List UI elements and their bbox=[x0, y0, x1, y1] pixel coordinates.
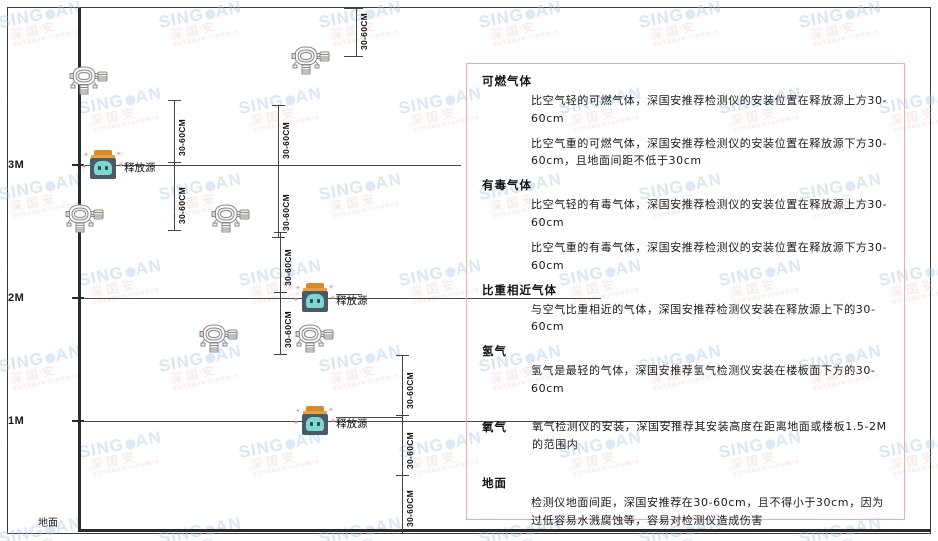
level-tick-2m bbox=[72, 297, 84, 299]
outer-frame bbox=[7, 7, 931, 534]
connector-tick bbox=[392, 417, 403, 418]
guideline-section: 比重相近气体与空气比重相近的气体，深国安推荐检测仪安装在释放源上下的30-60c… bbox=[479, 282, 892, 337]
release-source-label: 释放源 bbox=[336, 295, 368, 307]
release-source-icon: ✦ ✦ ✦ ✦ bbox=[293, 283, 336, 313]
dimension-label: 30-60CM bbox=[177, 118, 187, 156]
horizontal-axis-ground bbox=[78, 529, 931, 532]
gas-installation-guidelines-panel: 可燃气体比空气轻的可燃气体，深国安推荐检测仪的安装位置在释放源上方30-60cm… bbox=[466, 63, 905, 527]
guideline-section-title: 氢气 bbox=[482, 344, 507, 359]
dimension-label: 30-60CM bbox=[281, 193, 291, 231]
level-tick-3m bbox=[72, 164, 84, 166]
dimension-label: 30-60CM bbox=[405, 431, 415, 469]
release-source-label: 释放源 bbox=[336, 418, 368, 430]
guideline-section-title: 有毒气体 bbox=[482, 178, 532, 193]
guideline-text: 检测仪地面间距，深国安推荐在30-60cm，且不得小于30cm，因为过低容易水溅… bbox=[531, 496, 884, 528]
release-source-icon: ✦ ✦ ✦ ✦ bbox=[81, 150, 124, 180]
gas-detector-glyph bbox=[291, 46, 330, 75]
dimension-label: 30-60CM bbox=[405, 371, 415, 409]
gas-detector-icon bbox=[288, 42, 334, 78]
guideline-section: 氢气氢气是最轻的气体，深国安推荐氢气检测仪安装在楼板面下方的30-60cm bbox=[479, 343, 892, 398]
release-source-icon: ✦ ✦ ✦ ✦ bbox=[293, 406, 336, 436]
dimension-label: 30-60CM bbox=[359, 12, 369, 50]
dimension-label: 30-60CM bbox=[283, 248, 293, 286]
guideline-text: 氢气是最轻的气体，深国安推荐氢气检测仪安装在楼板面下方的30-60cm bbox=[531, 364, 876, 395]
gas-detector-glyph bbox=[199, 324, 238, 353]
level-label-1m: 1M bbox=[8, 415, 25, 427]
guideline-text: 氧气检测仪的安装，深国安推荐其安装高度在距离地面或楼板1.5-2M的范围内 bbox=[532, 419, 887, 451]
guideline-text: 比空气轻的可燃气体，深国安推荐检测仪的安装位置在释放源上方30-60cm bbox=[531, 94, 888, 125]
gas-detector-icon bbox=[292, 320, 338, 356]
guideline-section-title: 可燃气体 bbox=[482, 74, 532, 88]
dimension-label: 30-60CM bbox=[405, 489, 415, 527]
guideline-section-title: 氧气 bbox=[482, 419, 507, 434]
connector-line bbox=[336, 417, 398, 418]
guideline-text: 比空气重的可燃气体，深国安推荐检测仪的安装位置在释放源下方30-60cm，且地面… bbox=[531, 136, 888, 168]
connector-tick bbox=[344, 8, 355, 9]
dimension-label: 30-60CM bbox=[281, 121, 291, 159]
level-line-1m bbox=[81, 421, 681, 422]
guideline-section: 可燃气体比空气轻的可燃气体，深国安推荐检测仪的安装位置在释放源上方30-60cm… bbox=[479, 73, 892, 170]
guideline-section-title: 比重相近气体 bbox=[482, 282, 557, 297]
ground-label: 地面 bbox=[38, 518, 58, 529]
guideline-section: 有毒气体比空气轻的有毒气体，深国安推荐检测仪的安装位置在释放源上方30-60cm… bbox=[479, 177, 892, 274]
connector-line bbox=[336, 294, 358, 295]
dimension-label: 30-60CM bbox=[177, 186, 187, 224]
guideline-section: 氧气 氧气检测仪的安装，深国安推荐其安装高度在距离地面或楼板1.5-2M的范围内 bbox=[479, 418, 892, 461]
guideline-text: 与空气比重相近的气体，深国安推荐检测仪安装在释放源上下的30-60cm bbox=[531, 302, 876, 334]
gas-detector-icon bbox=[66, 62, 112, 98]
guideline-section: 地面检测仪地面间距，深国安推荐在30-60cm，且不得小于30cm，因为过低容易… bbox=[479, 475, 892, 530]
level-tick-1m bbox=[72, 420, 84, 422]
level-line-3m bbox=[81, 165, 461, 166]
connector-tick bbox=[344, 56, 355, 57]
gas-detector-glyph bbox=[295, 324, 334, 353]
connector-tick bbox=[351, 294, 362, 295]
level-label-3m: 3M bbox=[8, 159, 25, 171]
gas-detector-icon bbox=[196, 320, 242, 356]
gas-detector-glyph bbox=[65, 204, 104, 233]
level-line-2m bbox=[81, 298, 601, 299]
gas-detector-icon bbox=[62, 200, 108, 236]
guideline-text: 比空气轻的有毒气体，深国安推荐检测仪的安装位置在释放源上方30-60cm bbox=[531, 198, 888, 230]
guideline-text: 比空气重的有毒气体，深国安推荐检测仪的安装位置在释放源下方30-60cm bbox=[531, 240, 888, 272]
level-label-2m: 2M bbox=[8, 292, 25, 304]
gas-detector-icon bbox=[208, 200, 254, 236]
vertical-axis bbox=[78, 8, 81, 532]
gas-detector-glyph bbox=[211, 204, 250, 233]
gas-detector-glyph bbox=[69, 66, 108, 95]
guideline-section-title: 地面 bbox=[482, 476, 507, 491]
release-source-label: 释放源 bbox=[124, 162, 156, 174]
connector-tick bbox=[390, 529, 401, 530]
